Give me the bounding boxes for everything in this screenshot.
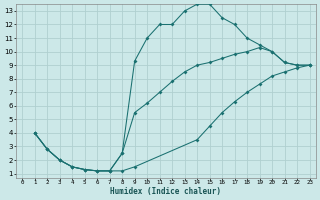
X-axis label: Humidex (Indice chaleur): Humidex (Indice chaleur) <box>110 187 221 196</box>
